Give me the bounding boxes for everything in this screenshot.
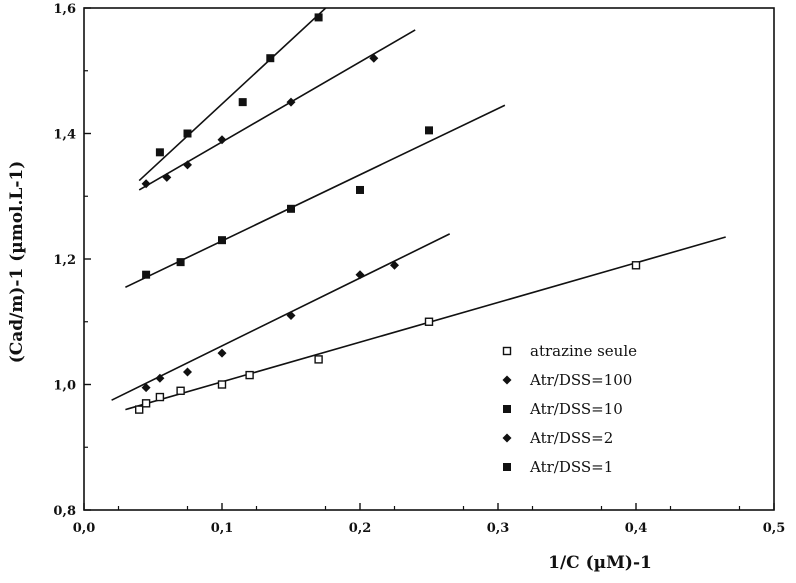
data-point — [217, 135, 227, 145]
data-point — [369, 53, 379, 63]
tick-labels: 0,0 0,1 0,2 0,3 0,4 0,5 0,8 1,0 1,2 1,4 1,6 — [53, 2, 785, 536]
data-point — [286, 97, 296, 107]
data-point — [355, 270, 365, 280]
fit-line — [138, 8, 327, 182]
data-point — [287, 204, 295, 213]
data-point — [183, 367, 192, 377]
legend: atrazine seule Atr/DSS=100 Atr/DSS=10 Atr/D… — [502, 342, 637, 476]
plot-frame — [83, 7, 775, 511]
data-point — [176, 386, 185, 395]
x-tick-label: 0,3 — [487, 521, 510, 536]
plot-border — [83, 7, 775, 511]
data-points — [134, 13, 641, 414]
legend-marker — [502, 346, 512, 356]
data-point — [155, 392, 165, 402]
x-axis-title: 1/C (µM)-1 — [548, 553, 652, 573]
data-point — [238, 98, 247, 107]
data-point — [218, 236, 226, 245]
data-point — [425, 126, 433, 135]
data-point — [183, 129, 192, 138]
x-tick-label: 0,2 — [349, 521, 372, 536]
data-point — [217, 348, 227, 358]
legend-label: Atr/DSS=1 — [529, 458, 613, 476]
data-point — [162, 172, 172, 182]
data-point — [183, 160, 192, 170]
legend-label: Atr/DSS=10 — [529, 400, 623, 418]
data-point — [176, 258, 185, 267]
legend-marker — [503, 405, 511, 413]
x-tick-label: 0,1 — [211, 521, 234, 536]
fit-line — [125, 104, 506, 288]
axis-ticks — [83, 7, 775, 511]
data-point — [141, 399, 151, 408]
fit-line — [111, 233, 451, 401]
data-point — [314, 13, 323, 22]
data-point — [314, 355, 323, 364]
x-tick-label: 0,0 — [73, 521, 96, 536]
legend-marker — [503, 463, 511, 471]
data-point — [356, 185, 364, 194]
data-point — [266, 54, 275, 63]
y-tick-label: 0,8 — [53, 504, 76, 519]
data-point — [141, 383, 151, 393]
y-tick-label: 1,4 — [53, 128, 76, 143]
y-tick-label: 1,0 — [53, 379, 76, 394]
data-point — [134, 405, 144, 414]
data-point — [390, 260, 399, 270]
data-point — [424, 317, 434, 326]
legend-marker — [502, 375, 512, 385]
data-point — [155, 148, 164, 157]
y-axis-title: (Cad/m)-1 (µmol.L-1) — [7, 161, 27, 364]
data-point — [631, 261, 641, 270]
x-tick-label: 0,5 — [763, 521, 786, 536]
x-tick-label: 0,4 — [625, 521, 648, 536]
legend-label: atrazine seule — [530, 342, 637, 360]
y-tick-label: 1,6 — [53, 2, 76, 17]
data-point — [141, 179, 151, 189]
data-point — [142, 270, 151, 279]
legend-label: Atr/DSS=2 — [529, 429, 613, 447]
data-point — [217, 380, 227, 389]
y-tick-label: 1,2 — [53, 253, 76, 268]
data-point — [155, 373, 165, 383]
legend-marker — [502, 433, 512, 443]
data-point — [245, 370, 254, 380]
legend-label: Atr/DSS=100 — [529, 371, 632, 389]
data-point — [286, 310, 296, 320]
